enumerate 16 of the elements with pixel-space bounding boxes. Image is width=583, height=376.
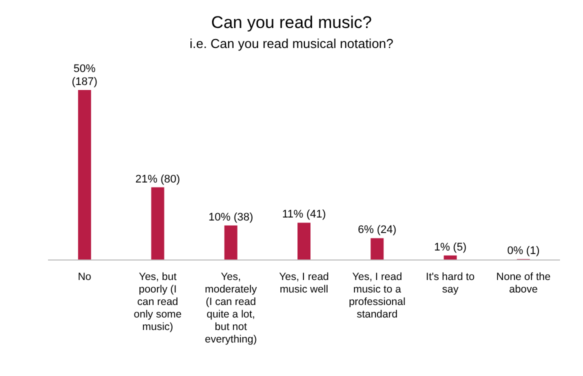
data-label: 6% (24) <box>358 224 396 236</box>
x-tick-label: Yes, but poorly (I can read only some music) <box>134 271 182 333</box>
x-tick-label: It's hard to say <box>426 271 475 296</box>
x-tick-label: Yes, moderately (I can read quite a lot, but not everything) <box>204 271 258 346</box>
x-tick-label: None of the above <box>496 271 551 296</box>
data-label: 50% (187) <box>72 63 98 88</box>
data-label: 1% (5) <box>434 241 466 254</box>
data-label: 11% (41) <box>282 208 326 221</box>
chart-subtitle: i.e. Can you read musical notation? <box>190 36 394 51</box>
data-label: 0% (1) <box>507 245 540 258</box>
data-label: 21% (80) <box>135 173 180 186</box>
chart-title: Can you read music? <box>211 13 372 32</box>
x-tick-label: Yes, I read music well <box>279 271 330 296</box>
x-tick-label: No <box>78 271 92 283</box>
data-label: 10% (38) <box>208 211 254 224</box>
x-tick-label: Yes, I read music to a professional standard <box>348 271 406 320</box>
